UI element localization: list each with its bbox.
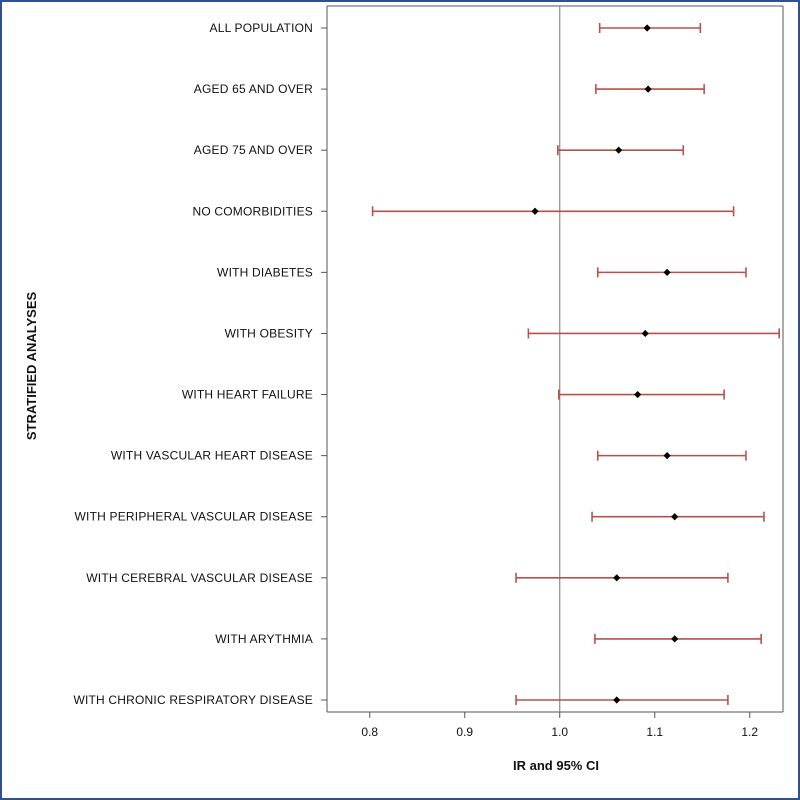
x-tick-label: 1.2 <box>741 725 758 739</box>
forest-row: WITH HEART FAILURE <box>182 388 725 402</box>
forest-row: WITH CHRONIC RESPIRATORY DISEASE <box>73 693 729 707</box>
row-label: WITH ARYTHMIA <box>215 632 313 646</box>
point-estimate <box>671 513 679 521</box>
x-axis-title: IR and 95% CI <box>513 758 599 773</box>
x-tick-label: 0.8 <box>361 725 378 739</box>
point-estimate <box>644 85 652 93</box>
x-tick-label: 1.0 <box>551 725 568 739</box>
x-tick-label: 1.1 <box>646 725 663 739</box>
plot-area <box>326 5 784 713</box>
point-estimate <box>641 329 649 338</box>
row-label: AGED 75 AND OVER <box>194 143 313 157</box>
point-estimate <box>671 635 679 643</box>
row-label: WITH CHRONIC RESPIRATORY DISEASE <box>73 693 313 707</box>
point-estimate <box>613 574 621 582</box>
x-tick-label: 0.9 <box>456 725 473 739</box>
forest-row: WITH OBESITY <box>225 326 781 340</box>
point-estimate <box>613 696 621 704</box>
row-label: AGED 65 AND OVER <box>194 82 313 96</box>
forest-row: AGED 65 AND OVER <box>194 82 705 96</box>
point-estimate <box>615 146 623 154</box>
row-label: NO COMORBIDITIES <box>192 204 313 218</box>
point-estimate <box>643 24 651 32</box>
row-label: ALL POPULATION <box>210 21 314 35</box>
forest-row: WITH ARYTHMIA <box>215 632 762 646</box>
forest-row: AGED 75 AND OVER <box>194 143 685 157</box>
point-estimate <box>531 207 539 215</box>
row-label: WITH CEREBRAL VASCULAR DISEASE <box>86 571 313 585</box>
forest-row: ALL POPULATION <box>210 21 702 35</box>
row-label: WITH HEART FAILURE <box>182 388 313 402</box>
forest-row: WITH PERIPHERAL VASCULAR DISEASE <box>75 510 765 524</box>
point-estimate <box>634 390 642 399</box>
forest-row: WITH CEREBRAL VASCULAR DISEASE <box>86 571 729 585</box>
row-label: WITH OBESITY <box>225 326 313 340</box>
point-estimate <box>663 268 671 276</box>
row-label: WITH PERIPHERAL VASCULAR DISEASE <box>75 510 313 524</box>
row-label: WITH VASCULAR HEART DISEASE <box>111 449 313 463</box>
forest-row: WITH VASCULAR HEART DISEASE <box>111 449 747 463</box>
forest-row: NO COMORBIDITIES <box>192 204 735 218</box>
forest-row: WITH DIABETES <box>217 265 747 279</box>
y-axis-title: STRATIFIED ANALYSES <box>24 292 39 441</box>
point-estimate <box>663 452 671 460</box>
row-label: WITH DIABETES <box>217 265 313 279</box>
